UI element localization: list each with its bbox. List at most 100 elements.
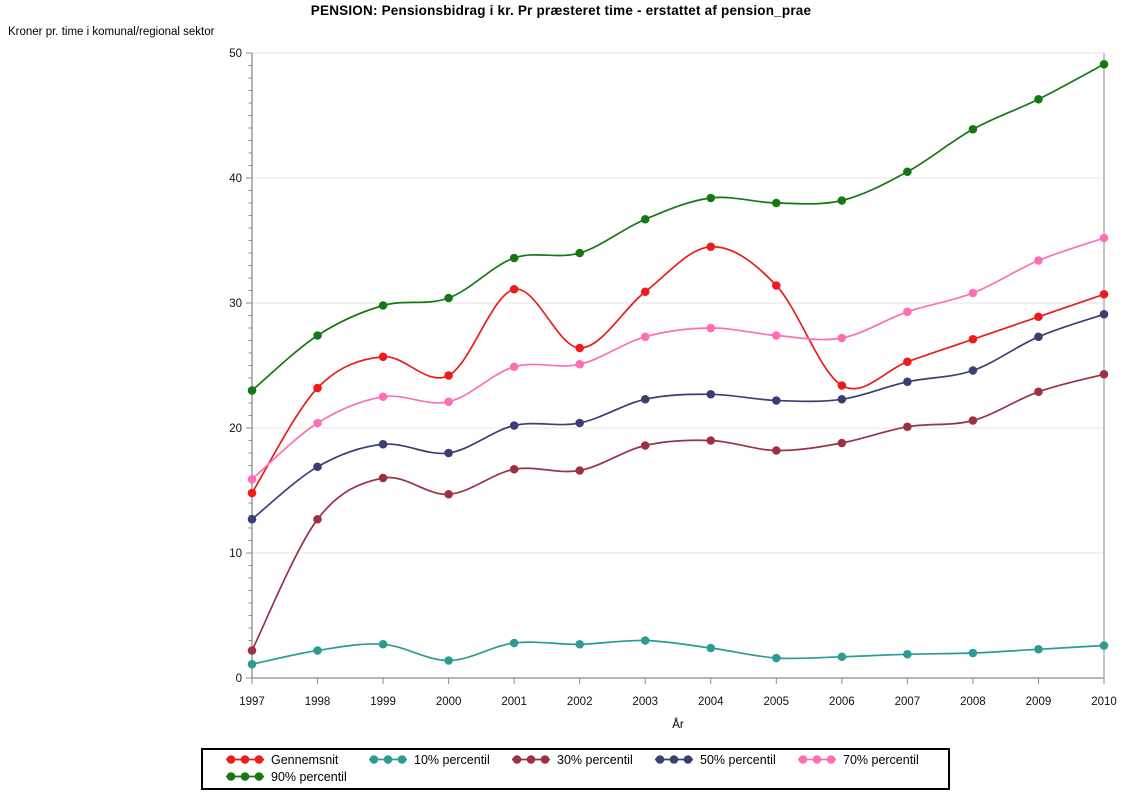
- data-point-50-percentil-2001: [509, 421, 519, 430]
- data-point-90-percentil-2007: [903, 167, 912, 177]
- x-tick-label-2009: 2009: [1026, 696, 1052, 708]
- data-point-gennemsnit-2009: [1034, 312, 1043, 322]
- legend-label-30-percentil: 30% percentil: [557, 752, 633, 767]
- data-point-70-percentil-2002: [575, 359, 584, 369]
- data-point-90-percentil-2008: [968, 124, 978, 134]
- data-point-10-percentil-2010: [1099, 641, 1109, 650]
- y-axis-unit-label: Kroner pr. time i komunal/regional sekto…: [8, 26, 215, 38]
- data-point-90-percentil-2003: [640, 214, 650, 224]
- x-axis-title: År: [672, 719, 684, 731]
- data-point-10-percentil-2006: [837, 652, 847, 662]
- x-tick-label-1997: 1997: [239, 696, 265, 708]
- data-point-gennemsnit-2005: [772, 281, 781, 290]
- data-point-90-percentil-2002: [575, 248, 584, 258]
- legend-item-10-percentil: 10% percentil: [369, 753, 512, 767]
- data-point-90-percentil-2005: [772, 198, 781, 208]
- data-point-70-percentil-2009: [1034, 256, 1043, 265]
- data-point-90-percentil-2004: [706, 193, 716, 203]
- data-point-50-percentil-2010: [1099, 309, 1109, 319]
- x-tick-label-2000: 2000: [436, 696, 462, 708]
- data-point-50-percentil-1998: [313, 462, 322, 472]
- data-point-10-percentil-1999: [378, 639, 388, 649]
- data-point-90-percentil-2006: [837, 196, 847, 205]
- data-point-30-percentil-2006: [837, 438, 847, 448]
- data-point-gennemsnit-1997: [247, 488, 257, 498]
- data-point-gennemsnit-2010: [1099, 289, 1109, 299]
- x-tick-label-2001: 2001: [501, 696, 527, 708]
- x-tick-label-2002: 2002: [567, 696, 593, 708]
- data-point-30-percentil-2010: [1099, 369, 1109, 379]
- data-point-50-percentil-2006: [837, 394, 847, 404]
- x-tick-label-2008: 2008: [960, 696, 986, 708]
- data-point-50-percentil-2005: [772, 396, 781, 405]
- data-point-10-percentil-2002: [575, 639, 584, 649]
- legend-label-90-percentil: 90% percentil: [271, 769, 347, 784]
- legend-marker-icon-50-percentil: [655, 755, 693, 764]
- legend-label-gennemsnit: Gennemsnit: [271, 752, 339, 767]
- x-tick-label-2003: 2003: [632, 696, 658, 708]
- data-point-70-percentil-2008: [968, 288, 978, 298]
- data-point-30-percentil-2005: [772, 446, 781, 455]
- data-point-70-percentil-1998: [313, 418, 322, 428]
- y-tick-label-50: 50: [229, 48, 242, 60]
- data-point-gennemsnit-2003: [640, 287, 650, 297]
- data-point-70-percentil-2006: [837, 333, 847, 343]
- data-point-70-percentil-1999: [378, 392, 388, 402]
- data-point-30-percentil-2004: [706, 436, 716, 445]
- data-point-30-percentil-2008: [968, 416, 978, 425]
- legend-marker-icon-30-percentil: [512, 755, 550, 764]
- data-point-gennemsnit-2008: [968, 334, 978, 344]
- legend-row-2: 90% percentil: [226, 768, 948, 785]
- data-point-70-percentil-2010: [1099, 233, 1109, 243]
- data-point-70-percentil-2000: [444, 397, 453, 407]
- x-tick-label-2007: 2007: [895, 696, 921, 708]
- legend-item-90-percentil: 90% percentil: [226, 770, 369, 784]
- data-point-90-percentil-1997: [247, 386, 257, 395]
- legend-item-50-percentil: 50% percentil: [655, 753, 798, 767]
- data-point-10-percentil-2005: [772, 653, 781, 663]
- x-tick-label-2004: 2004: [698, 696, 724, 708]
- data-point-gennemsnit-2000: [444, 371, 453, 380]
- legend-marker-icon-90-percentil: [226, 772, 264, 781]
- data-point-50-percentil-2009: [1034, 332, 1043, 342]
- data-point-90-percentil-2010: [1099, 59, 1109, 69]
- legend-label-10-percentil: 10% percentil: [414, 752, 490, 767]
- legend-row-1: Gennemsnit 10% percentil 30% percentil 50% …: [226, 751, 948, 768]
- data-point-10-percentil-1998: [313, 646, 322, 655]
- data-point-gennemsnit-2007: [903, 357, 912, 367]
- data-point-30-percentil-1997: [247, 646, 257, 655]
- data-point-50-percentil-2002: [575, 418, 584, 428]
- data-point-10-percentil-2001: [509, 638, 519, 648]
- legend-label-70-percentil: 70% percentil: [843, 752, 919, 767]
- data-point-70-percentil-2001: [509, 362, 519, 372]
- data-point-50-percentil-2003: [640, 394, 650, 404]
- legend-marker-icon-70-percentil: [798, 755, 836, 764]
- legend-label-50-percentil: 50% percentil: [700, 752, 776, 767]
- y-tick-label-30: 30: [229, 298, 242, 310]
- data-point-50-percentil-1999: [378, 439, 388, 449]
- data-point-70-percentil-1997: [247, 474, 257, 484]
- x-tick-label-2010: 2010: [1091, 696, 1117, 708]
- data-point-70-percentil-2007: [903, 307, 912, 317]
- series-line-10-percentil: [251, 639, 1105, 666]
- data-point-30-percentil-2003: [640, 441, 650, 450]
- data-point-50-percentil-2004: [706, 389, 716, 399]
- data-point-90-percentil-2000: [444, 293, 453, 303]
- data-point-50-percentil-2008: [968, 366, 978, 375]
- legend-marker-icon-10-percentil: [369, 755, 407, 764]
- data-point-10-percentil-2004: [706, 643, 716, 653]
- data-point-gennemsnit-2006: [837, 381, 847, 390]
- data-point-90-percentil-1999: [378, 301, 388, 310]
- legend-item-gennemsnit: Gennemsnit: [226, 753, 369, 767]
- data-point-gennemsnit-2002: [575, 343, 584, 353]
- data-point-90-percentil-1998: [313, 331, 322, 340]
- data-point-gennemsnit-1998: [313, 383, 322, 393]
- data-point-90-percentil-2001: [509, 253, 519, 263]
- data-point-30-percentil-1998: [313, 514, 322, 524]
- legend-box: Gennemsnit 10% percentil 30% percentil 50% …: [201, 748, 950, 790]
- series-line-50-percentil: [251, 313, 1105, 520]
- y-tick-label-10: 10: [229, 548, 242, 560]
- series-line-30-percentil: [251, 373, 1105, 651]
- legend-item-30-percentil: 30% percentil: [512, 753, 655, 767]
- data-point-10-percentil-2000: [444, 656, 453, 665]
